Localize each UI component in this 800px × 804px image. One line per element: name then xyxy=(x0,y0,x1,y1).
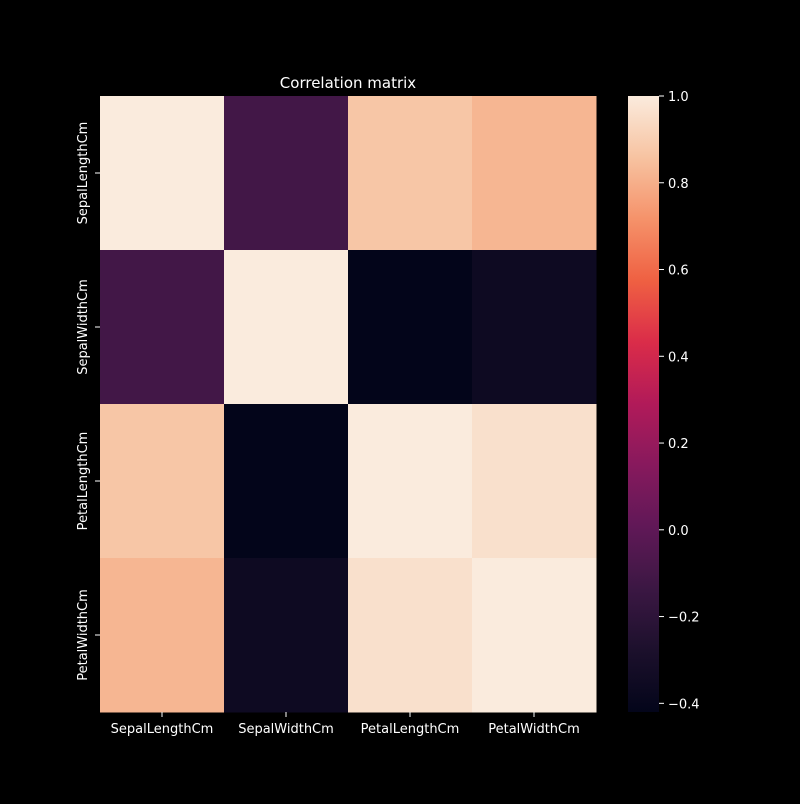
colorbar-tick-label: 0.4 xyxy=(668,350,689,365)
heatmap-cell-2-0 xyxy=(100,404,225,559)
heatmap-cell-1-3 xyxy=(472,250,597,405)
heatmap-cell-3-2 xyxy=(348,558,473,713)
colorbar-tick-label: 0.8 xyxy=(668,177,689,192)
colorbar-gradient xyxy=(628,96,659,712)
chart-title: Correlation matrix xyxy=(280,74,417,92)
x-axis: SepalLengthCm SepalWidthCm PetalLengthCm Pe… xyxy=(111,712,580,737)
heatmap-cells xyxy=(100,96,597,713)
heatmap-cell-3-3 xyxy=(472,558,597,713)
y-axis: SepalLengthCm SepalWidthCm PetalLengthCm Pe… xyxy=(76,122,100,681)
heatmap-cell-0-3 xyxy=(472,96,597,251)
colorbar-tick-label: 1.0 xyxy=(668,90,689,105)
colorbar-tick-label: 0.6 xyxy=(668,264,689,279)
y-tick-label: SepalWidthCm xyxy=(76,279,91,375)
colorbar-tick-label: −0.4 xyxy=(668,697,700,712)
heatmap-cell-1-1 xyxy=(224,250,349,405)
y-tick-label: PetalLengthCm xyxy=(76,432,91,531)
x-tick-label: SepalWidthCm xyxy=(238,722,334,737)
x-tick-label: PetalWidthCm xyxy=(488,722,580,737)
x-tick-label: SepalLengthCm xyxy=(111,722,214,737)
y-tick-label: PetalWidthCm xyxy=(76,589,91,681)
colorbar-tick-label: 0.2 xyxy=(668,437,689,452)
y-tick-label: SepalLengthCm xyxy=(76,122,91,225)
x-tick-label: PetalLengthCm xyxy=(361,722,460,737)
heatmap-cell-1-2 xyxy=(348,250,473,405)
heatmap-cell-3-0 xyxy=(100,558,225,713)
heatmap-cell-0-0 xyxy=(100,96,225,251)
colorbar: 1.0 0.8 0.6 0.4 0.2 0.0 −0.2 −0.4 xyxy=(628,90,700,712)
heatmap-cell-2-2 xyxy=(348,404,473,559)
heatmap-cell-3-1 xyxy=(224,558,349,713)
heatmap-cell-2-1 xyxy=(224,404,349,559)
heatmap-cell-1-0 xyxy=(100,250,225,405)
colorbar-tick-label: 0.0 xyxy=(668,524,689,539)
heatmap-cell-2-3 xyxy=(472,404,597,559)
colorbar-tick-label: −0.2 xyxy=(668,611,700,626)
heatmap-cell-0-1 xyxy=(224,96,349,251)
heatmap-cell-0-2 xyxy=(348,96,473,251)
